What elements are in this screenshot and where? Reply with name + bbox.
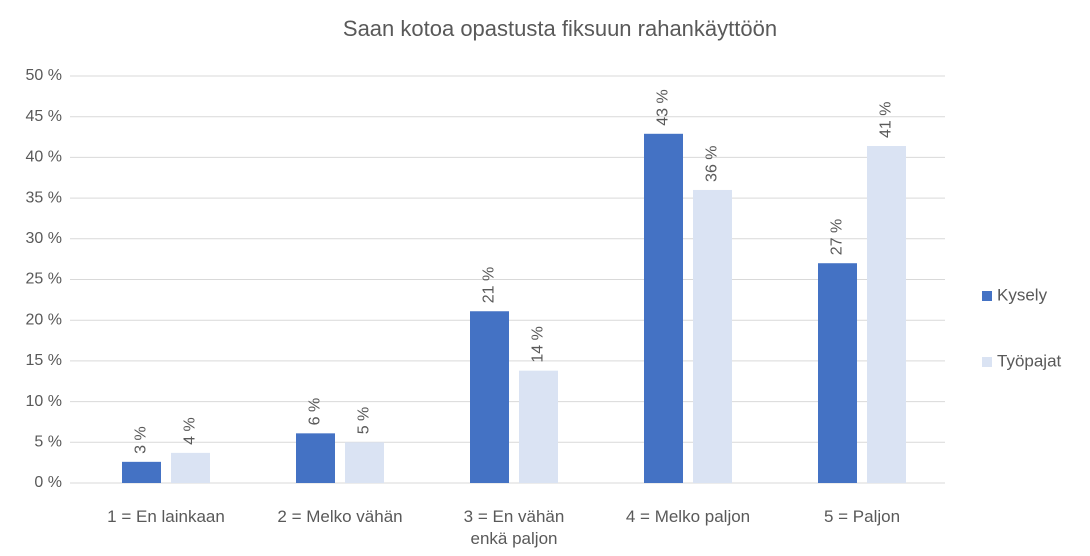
bar [818,263,857,483]
x-tick-label: 2 = Melko vähän [277,507,403,526]
data-label: 14 % [530,326,547,362]
x-tick-label: 3 = En vähän enkä paljon [463,507,565,548]
legend-swatch [982,291,992,301]
y-tick-label: 5 % [34,434,62,451]
y-tick-label: 15 % [26,352,62,369]
data-label: 27 % [829,219,846,255]
data-label: 6 % [307,398,324,426]
x-tick-label: 4 = Melko paljon [625,507,751,526]
data-label: 4 % [182,417,199,445]
x-tick-label: 5 = Paljon [823,507,901,526]
data-label: 21 % [481,267,498,303]
y-tick-label: 35 % [26,189,62,206]
bar [171,452,210,483]
data-label: 5 % [356,407,373,435]
data-label: 41 % [878,102,895,138]
y-tick-label: 25 % [26,271,62,288]
legend-label: Kysely [997,285,1048,304]
y-tick-label: 10 % [26,393,62,410]
bar [296,433,335,483]
chart-title: Saan kotoa opastusta fiksuun rahankäyttö… [343,16,777,41]
bar [644,133,683,483]
data-label: 36 % [704,145,721,181]
bar [519,370,558,483]
data-label: 43 % [655,89,672,125]
data-label: 3 % [133,426,150,454]
bar [693,189,732,483]
y-tick-label: 40 % [26,149,62,166]
bar [345,442,384,483]
y-tick-label: 30 % [26,230,62,247]
legend-swatch [982,357,992,367]
legend-label: Työpajat [997,351,1062,370]
y-tick-label: 0 % [34,474,62,491]
x-tick-label: 1 = En lainkaan [107,507,225,526]
y-tick-label: 20 % [26,311,62,328]
bar [122,461,161,483]
y-tick-label: 50 % [26,67,62,84]
bar [867,146,906,483]
bar [470,311,509,483]
y-tick-label: 45 % [26,108,62,125]
